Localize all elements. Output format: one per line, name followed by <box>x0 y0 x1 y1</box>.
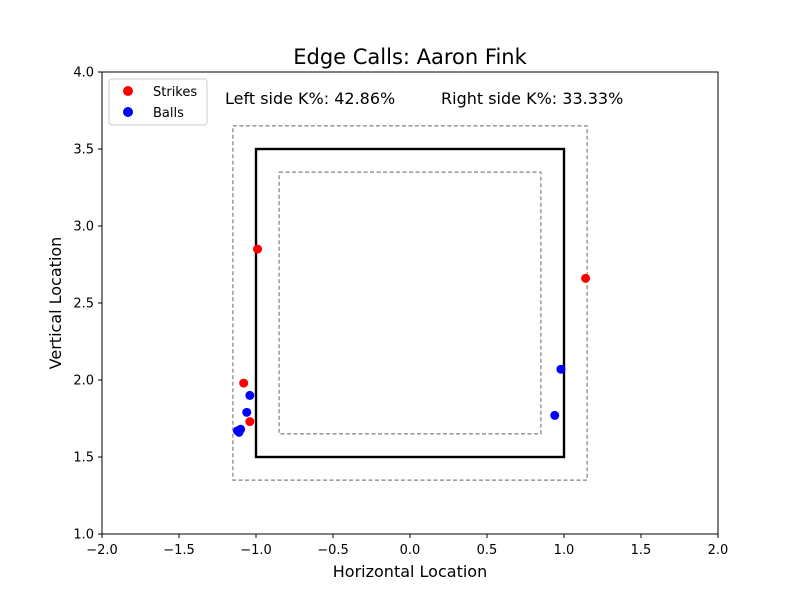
balls-point <box>234 427 244 437</box>
x-tick-label: −1.5 <box>163 543 195 558</box>
strikes-point <box>245 417 255 427</box>
plot-frame <box>101 71 719 535</box>
legend-strikes-label: Strikes <box>153 85 197 100</box>
x-tick-label: 1.5 <box>631 543 652 558</box>
balls-point <box>245 390 255 400</box>
strikes-point <box>239 378 249 388</box>
x-tick-label: 2.0 <box>708 543 729 558</box>
balls-point <box>550 410 560 420</box>
x-tick-label: 0.5 <box>477 543 498 558</box>
strike-zone-box <box>254 147 566 459</box>
y-tick-label: 3.0 <box>73 220 94 235</box>
y-tick-label: 3.5 <box>73 143 94 158</box>
legend-balls-label: Balls <box>153 106 184 121</box>
legend: Strikes Balls <box>108 78 208 126</box>
y-tick-label: 4.0 <box>73 66 94 81</box>
x-axis-ticks: −2.0 −1.5 −1.0 −0.5 0.0 0.5 1.0 1.5 2.0 <box>86 534 728 558</box>
x-tick-label: −1.0 <box>240 543 272 558</box>
strikes-point <box>253 244 263 254</box>
x-tick-label: −0.5 <box>317 543 349 558</box>
y-tick-label: 1.0 <box>73 528 94 543</box>
y-tick-label: 2.0 <box>73 374 94 389</box>
legend-balls-marker <box>123 107 133 117</box>
zone-boxes <box>232 125 588 481</box>
inner-edge-box <box>278 171 542 435</box>
legend-strikes-marker <box>123 86 133 96</box>
balls-point <box>242 407 252 417</box>
outer-edge-box <box>232 125 588 481</box>
balls-point <box>556 364 566 374</box>
y-axis-ticks: 1.0 1.5 2.0 2.5 3.0 3.5 4.0 <box>73 66 102 543</box>
chart-title: Edge Calls: Aaron Fink <box>293 45 527 69</box>
pitch-points <box>233 244 591 437</box>
x-tick-label: 1.0 <box>554 543 575 558</box>
x-tick-label: 0.0 <box>400 543 421 558</box>
y-tick-label: 1.5 <box>73 451 94 466</box>
right-side-k-pct: Right side K%: 33.33% <box>441 89 623 108</box>
left-side-k-pct: Left side K%: 42.86% <box>225 89 395 108</box>
y-tick-label: 2.5 <box>73 297 94 312</box>
strikes-point <box>581 273 591 283</box>
legend-box <box>108 78 208 126</box>
x-axis-title: Horizontal Location <box>333 562 487 581</box>
y-axis-title: Vertical Location <box>46 237 65 370</box>
x-tick-label: −2.0 <box>86 543 118 558</box>
